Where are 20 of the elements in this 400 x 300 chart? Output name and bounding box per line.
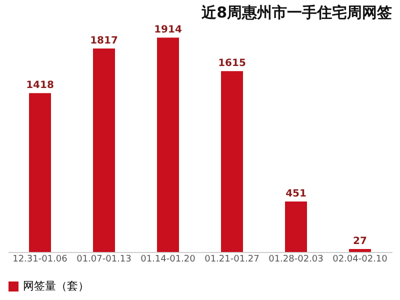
data-label: 1418	[26, 80, 54, 92]
bar	[29, 93, 51, 252]
x-tick-label: 01.21-01.27	[204, 254, 260, 264]
chart-title: 近8周惠州市一手住宅周网签	[200, 4, 392, 22]
x-tick-label: 12.31-01.06	[12, 254, 68, 264]
data-label: 1615	[218, 58, 246, 70]
x-tick-label: 01.07-01.13	[76, 254, 132, 264]
bar	[221, 71, 243, 252]
data-label: 27	[353, 236, 367, 247]
data-label: 1817	[90, 35, 118, 46]
x-tick-label: 01.14-01.20	[140, 254, 196, 264]
bar	[349, 248, 371, 252]
bar	[157, 38, 179, 252]
legend-label: 网签量（套）	[23, 280, 89, 292]
bar	[93, 48, 115, 252]
data-label: 451	[286, 188, 306, 200]
bar	[285, 201, 307, 252]
data-label: 1914	[154, 24, 182, 36]
x-tick-label: 01.28-02.03	[268, 254, 324, 264]
x-tick-label: 02.04-02.10	[332, 254, 388, 264]
